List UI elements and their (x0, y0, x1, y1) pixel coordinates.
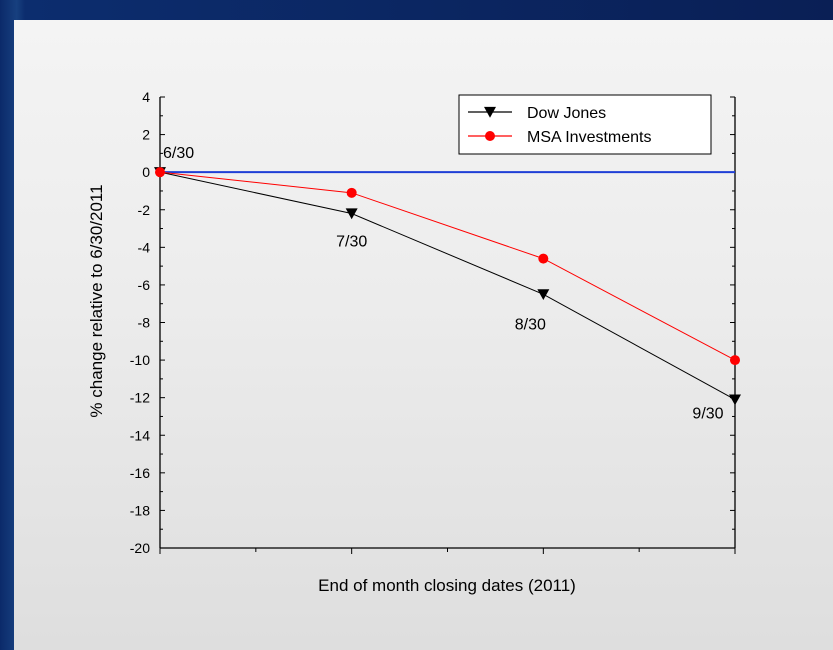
y-tick-label: -14 (130, 427, 150, 443)
series-point (729, 394, 741, 406)
series-line-1 (159, 171, 736, 361)
series-point (155, 167, 165, 178)
y-tick-label: -10 (130, 352, 150, 368)
y-tick-label: -6 (138, 277, 151, 293)
point-label: 8/30 (515, 316, 546, 333)
series-line-0 (159, 171, 736, 400)
point-label: 6/30 (163, 145, 194, 162)
y-tick-label: -16 (130, 465, 150, 481)
y-axis-title: % change relative to 6/30/2011 (87, 184, 106, 417)
y-tick-label: -18 (130, 502, 150, 518)
series-point (345, 208, 358, 220)
legend-label: MSA Investments (527, 129, 652, 146)
legend-marker (484, 106, 496, 118)
series-point (537, 289, 550, 301)
series-point (538, 253, 549, 264)
y-tick-label: 0 (142, 164, 150, 180)
legend: Dow Jones MSA Investments (458, 94, 712, 155)
y-tick-label: -8 (138, 315, 151, 331)
y-tick-label: 4 (142, 89, 150, 105)
x-axis-title: End of month closing dates (2011) (318, 576, 576, 595)
legend-label: Dow Jones (527, 105, 606, 122)
y-tick-label: -20 (130, 540, 150, 556)
point-label: 9/30 (692, 406, 723, 423)
legend-box (458, 94, 712, 155)
y-tick-label: -12 (130, 390, 150, 406)
y-tick-label: 2 (142, 127, 150, 143)
y-tick-label: -4 (138, 239, 151, 255)
y-tick-label: -2 (138, 202, 151, 218)
point-label: 7/30 (336, 234, 367, 251)
series-point (346, 187, 357, 198)
series-point (730, 355, 740, 366)
legend-marker (485, 131, 495, 141)
